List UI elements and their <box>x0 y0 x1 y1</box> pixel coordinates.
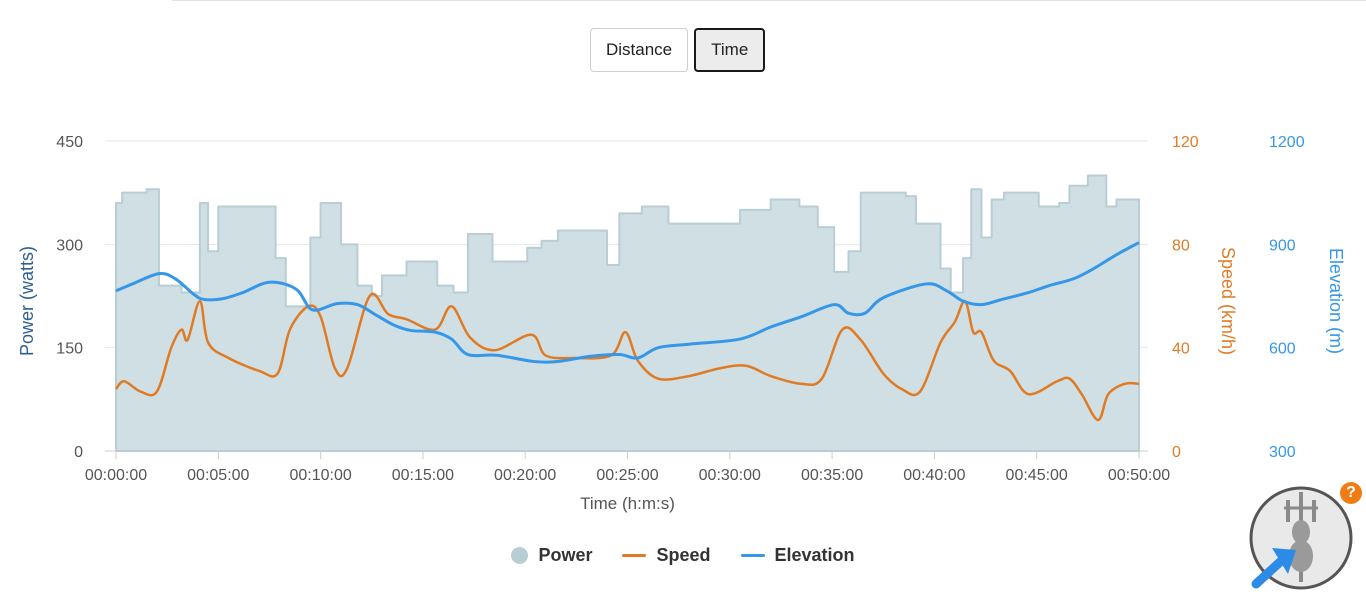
elevation-series <box>115 241 1140 364</box>
legend-elevation-label: Elevation <box>774 545 855 565</box>
power-tick-label: 150 <box>56 341 83 358</box>
speed-tick-label: 40 <box>1172 341 1190 358</box>
legend-item-elevation[interactable]: Elevation <box>740 545 855 566</box>
legend-item-power[interactable]: Power <box>511 545 592 566</box>
elevation-tick-label: 600 <box>1269 341 1296 358</box>
x-tick-label: 00:25:00 <box>596 467 658 484</box>
x-tick-label: 00:50:00 <box>1108 467 1170 484</box>
power-tick-label: 450 <box>56 134 83 151</box>
speed-swatch <box>622 554 647 557</box>
power-axis-title: Power (watts) <box>17 246 37 356</box>
legend-item-speed[interactable]: Speed <box>622 545 711 566</box>
speed-tick-label: 120 <box>1172 134 1199 151</box>
arrow-icon <box>1251 548 1296 589</box>
x-tick-label: 00:40:00 <box>903 467 965 484</box>
speed-axis-title: Speed (km/h) <box>1218 247 1238 355</box>
elevation-tick-label: 1200 <box>1269 134 1305 151</box>
legend-power-label: Power <box>538 545 593 565</box>
x-tick-label: 00:10:00 <box>289 467 351 484</box>
power-tick-label: 0 <box>74 444 83 461</box>
rider-icon <box>1284 492 1318 582</box>
elevation-tick-label: 300 <box>1269 444 1296 461</box>
x-tick-label: 00:20:00 <box>494 467 556 484</box>
x-tick-label: 00:35:00 <box>801 467 863 484</box>
x-axis-label: Time (h:m:s) <box>580 494 675 513</box>
view-toggle: Distance Time <box>590 28 766 72</box>
elevation-line <box>115 241 1140 364</box>
power-swatch <box>511 547 529 564</box>
elevation-axis-title: Elevation (m) <box>1326 248 1346 354</box>
speed-tick-label: 0 <box>1172 444 1181 461</box>
speed-series <box>115 292 1140 422</box>
x-tick-label: 00:45:00 <box>1006 467 1068 484</box>
top-divider <box>172 0 1366 1</box>
speed-tick-label: 80 <box>1172 237 1190 254</box>
x-tick-label: 00:00:00 <box>85 467 147 484</box>
power-series <box>115 174 1140 452</box>
x-tick-label: 00:05:00 <box>187 467 249 484</box>
help-icon[interactable]: ? <box>1340 482 1362 504</box>
axes: 00:00:00 00:05:00 00:10:00 00:15:00 00:20:00… <box>17 134 1346 513</box>
x-tick-label: 00:30:00 <box>699 467 761 484</box>
legend-speed-label: Speed <box>656 545 711 565</box>
speed-line <box>115 292 1140 422</box>
elevation-tick-label: 900 <box>1269 237 1296 254</box>
power-speed-elevation-chart: 00:00:00 00:05:00 00:10:00 00:15:00 00:20:00… <box>17 134 1346 513</box>
x-tick-label: 00:15:00 <box>392 467 454 484</box>
power-area <box>115 174 1140 452</box>
time-button[interactable]: Time <box>694 28 766 72</box>
chart-legend: Power Speed Elevation <box>0 545 1366 566</box>
distance-button[interactable]: Distance <box>590 28 689 72</box>
trainer-widget[interactable] <box>1248 486 1356 594</box>
power-tick-label: 300 <box>56 237 83 254</box>
elevation-swatch <box>740 554 765 557</box>
